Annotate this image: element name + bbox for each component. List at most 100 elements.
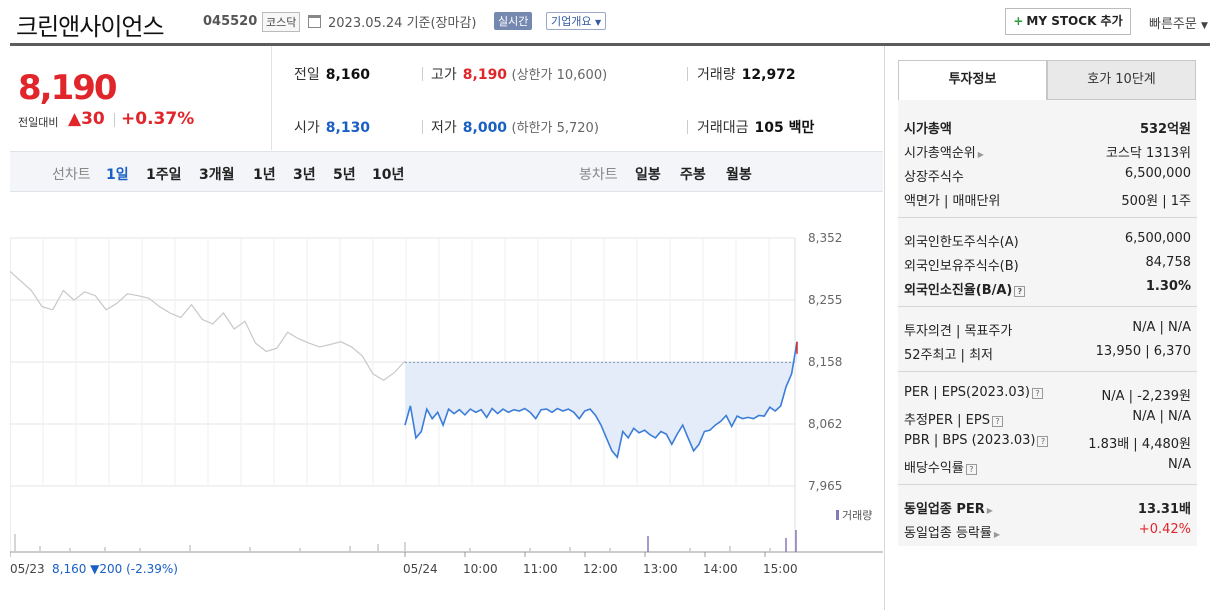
low-price: 저가 8,000 (하한가 5,720) [431,120,599,136]
today-fill-area [405,341,797,458]
tab-weekly-candle[interactable]: 주봉 [680,167,706,183]
line-chart-label: 선차트 [52,167,91,183]
price-chart-svg: 8,352 8,255 8,158 8,062 7,965 05/23 05/24 10:00… [10,231,883,576]
info-row-opinion: 투자의견 | 목표주가 N/A | N/A [904,320,1191,339]
info-row-pbr-bps: PBR | BPS (2023.03)? 1.83배 | 4,480원 [904,433,1191,452]
diff-label: 전일대비 [18,116,59,129]
company-overview-dropdown[interactable]: 기업개요 ▼ [546,12,607,30]
candle-chart-label: 봉차트 [579,167,618,183]
info-row-foreign-limit: 외국인한도주식수(A) 6,500,000 [904,231,1191,250]
divider [687,120,688,134]
investment-info-panel: 투자정보 호가 10단계 시가총액 532억원 시가총액순위 ▶ 코스닥 1313위 … [884,46,1214,610]
tab-3month[interactable]: 3개월 [199,167,235,183]
chevron-down-icon: ▼ [1200,21,1208,31]
chevron-right-icon: ▶ [986,506,993,515]
y-tick-label: 8,158 [808,355,842,369]
price-diff: ▲30 [68,109,105,129]
help-icon[interactable]: ? [1031,388,1043,399]
tab-1day[interactable]: 1일 [106,167,129,183]
x-tick-label: 11:00 [523,562,558,576]
help-icon[interactable]: ? [991,416,1003,427]
info-row-est-per-eps: 추정PER | EPS? N/A | N/A [904,409,1191,428]
chart-period-tabs: 선차트 1일 1주일 3개월 1년 3년 5년 10년 봉차트 일봉 주봉 월봉 [10,151,883,192]
chevron-down-icon: ▼ [594,18,602,27]
current-price: 8,190 [18,68,118,108]
x-tick-label: 13:00 [643,562,678,576]
x-tick-label: 15:00 [763,562,798,576]
current-price-panel: 8,190 전일대비 ▲30 +0.37% [10,46,272,150]
base-date: 2023.05.24 기준(장마감) [328,16,477,31]
quote-grid: 전일 8,160 고가 8,190 (상한가 10,600) 거래량 12,972 시… [272,46,882,150]
prev-day-summary: 8,160 ▼200 (-2.39%) [52,562,178,576]
quick-order-label: 빠른주문 [1149,17,1197,32]
my-stock-add-button[interactable]: + MY STOCK 추가 [1005,8,1131,35]
chevron-right-icon: ▶ [977,150,984,159]
y-tick-label: 8,062 [808,417,842,431]
divider [687,67,688,81]
info-row-foreign-ratio: 외국인소진율(B/A)? 1.30% [904,279,1191,298]
quick-order-dropdown[interactable]: 빠른주문 ▼ [1149,13,1208,32]
divider [114,113,115,127]
chevron-right-icon: ▶ [993,530,1001,539]
help-icon[interactable]: ? [1037,436,1049,447]
investment-info-body: 시가총액 532억원 시가총액순위 ▶ 코스닥 1313위 상장주식수 6,500,00… [898,100,1197,546]
y-tick-label: 7,965 [808,479,842,493]
divider [898,484,1197,485]
x-tick-label: 05/24 [403,562,438,576]
volume: 거래량 12,972 [697,67,796,83]
company-name: 크린앤사이언스 [16,13,165,41]
info-row-foreign-holding: 외국인보유주식수(B) 84,758 [904,255,1191,274]
intraday-chart[interactable]: 8,352 8,255 8,158 8,062 7,965 05/23 05/24 10:00… [10,192,883,610]
company-overview-label: 기업개요 [551,15,592,28]
info-row-industry-per[interactable]: 동일업종 PER ▶ 13.31배 [904,502,1191,517]
volume-legend: 거래량 [836,507,872,523]
stock-code: 045520 [203,14,258,29]
my-stock-add-label: MY STOCK 추가 [1026,14,1123,28]
x-tick-label: 05/23 [10,562,45,576]
info-row-face-value: 액면가 | 매매단위 500원 | 1주 [904,194,1191,209]
divider [422,67,423,81]
tab-5year[interactable]: 5년 [333,167,356,183]
tab-1week[interactable]: 1주일 [146,167,182,183]
stock-header: 크린앤사이언스 045520 코스닥 2023.05.24 기준(장마감) 실시… [0,0,1214,44]
info-row-52week: 52주최고 | 최저 13,950 | 6,370 [904,344,1191,363]
divider [898,371,1197,372]
realtime-button[interactable]: 실시간 [494,12,533,30]
today-price-line [404,341,798,459]
info-row-listed-shares: 상장주식수 6,500,000 [904,166,1191,185]
divider [422,120,423,134]
plus-icon: + [1013,14,1024,28]
divider [898,217,1197,218]
info-row-industry-change[interactable]: 동일업종 등락률 ▶ +0.42% [904,522,1191,541]
help-icon[interactable]: ? [1014,286,1026,297]
side-tabs: 투자정보 호가 10단계 [898,60,1197,100]
x-tick-label: 12:00 [583,562,618,576]
trade-amount: 거래대금 105 백만 [697,120,815,136]
market-badge: 코스닥 [262,12,301,32]
tab-daily-candle[interactable]: 일봉 [635,167,661,183]
tab-1year[interactable]: 1년 [253,167,276,183]
x-tick-label: 10:00 [463,562,498,576]
tab-10year[interactable]: 10년 [372,167,405,183]
high-price: 고가 8,190 (상한가 10,600) [431,67,608,83]
y-tick-label: 8,255 [808,293,842,307]
info-row-dividend: 배당수익률? N/A [904,457,1191,476]
volume-swatch [836,510,839,520]
info-row-market-cap-rank[interactable]: 시가총액순위 ▶ 코스닥 1313위 [904,146,1191,161]
info-row-market-cap: 시가총액 532억원 [904,122,1191,137]
volume-legend-label: 거래량 [842,509,873,522]
tab-investment-info[interactable]: 투자정보 [898,60,1047,100]
tab-monthly-candle[interactable]: 월봉 [726,167,752,183]
prev-day-line [10,270,406,382]
prev-close: 전일 8,160 [294,67,371,83]
divider [898,306,1197,307]
price-rate: +0.37% [121,109,195,129]
tab-3year[interactable]: 3년 [293,167,316,183]
x-tick-label: 14:00 [703,562,738,576]
tab-orderbook-10[interactable]: 호가 10단계 [1047,60,1196,100]
open-price: 시가 8,130 [294,120,371,136]
y-tick-label: 8,352 [808,231,842,245]
info-row-per-eps: PER | EPS(2023.03)? N/A | -2,239원 [904,385,1191,404]
help-icon[interactable]: ? [965,464,977,475]
header-divider [10,43,1210,46]
